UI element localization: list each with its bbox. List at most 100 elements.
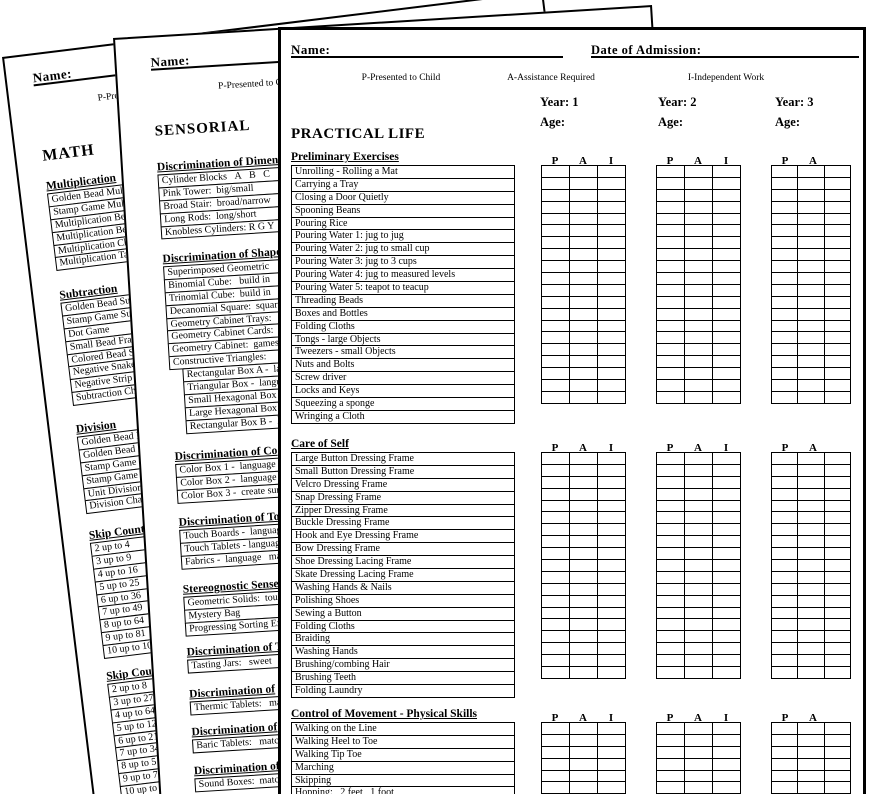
pai-cell <box>541 212 570 226</box>
pai-cell <box>656 642 685 656</box>
pai-row <box>541 547 626 561</box>
pai-cell <box>712 559 741 572</box>
pai-row <box>541 594 626 608</box>
pai-cell <box>656 355 685 369</box>
pai-table <box>770 722 852 794</box>
pai-header-p: P <box>781 155 789 167</box>
pai-cell <box>684 212 713 226</box>
pai-cell <box>569 260 598 274</box>
pai-cell <box>770 642 799 656</box>
list-item: Spooning Beans <box>291 203 515 218</box>
legend-independent: I-Independent Work <box>687 73 765 83</box>
pai-cell <box>656 295 685 309</box>
pai-row <box>541 666 626 679</box>
pai-cell <box>684 722 713 735</box>
pai-cell <box>712 757 741 771</box>
pai-cell <box>541 475 570 489</box>
pai-cell <box>656 260 685 274</box>
pai-cell <box>712 307 741 321</box>
pai-header-i: I <box>608 712 614 724</box>
pai-cell <box>569 757 598 771</box>
pai-cell <box>797 757 825 771</box>
pai-cell <box>823 745 852 759</box>
pai-cell <box>770 559 799 572</box>
pai-cell <box>541 642 570 656</box>
pai-row <box>656 319 741 333</box>
pai-cell <box>656 757 685 771</box>
pai-cell <box>569 390 598 404</box>
pai-cell <box>823 570 852 584</box>
item-list: Walking on the Line Walking Heel to Toe Wa… <box>291 722 515 794</box>
pai-cell <box>712 212 741 226</box>
list-item: Skipping <box>291 773 515 788</box>
pai-cell <box>770 200 799 214</box>
pai-cell <box>597 745 626 759</box>
pai-cell <box>656 248 685 262</box>
pai-cell <box>797 654 825 668</box>
pai-cell <box>712 200 741 214</box>
pai-header-i: I <box>723 712 729 724</box>
pai-cell <box>770 165 799 178</box>
pai-row <box>541 331 626 345</box>
pai-cell <box>797 594 825 608</box>
pai-cell <box>823 236 852 250</box>
list-item: Locks and Keys <box>291 384 515 399</box>
pai-cell <box>684 390 713 404</box>
pai-cell <box>823 331 852 345</box>
pai-cell <box>823 367 852 381</box>
pai-cell <box>823 390 852 404</box>
pai-cell <box>569 618 598 632</box>
pai-cell <box>541 547 570 561</box>
pai-cell <box>569 666 598 679</box>
pai-cell <box>770 594 799 608</box>
pai-cell <box>597 487 626 501</box>
list-item: Brushing/combing Hair <box>291 658 515 673</box>
pai-cell <box>684 559 713 572</box>
pai-cell <box>684 654 713 668</box>
pai-cell <box>823 475 852 489</box>
pai-cell <box>597 523 626 537</box>
pai-cell <box>770 343 799 357</box>
pai-cell <box>823 606 852 620</box>
pai-cell <box>656 463 685 477</box>
pai-cell <box>597 654 626 668</box>
pai-cell <box>797 283 825 297</box>
pai-header-a: A <box>809 712 817 724</box>
pai-row <box>770 606 852 620</box>
pai-cell <box>541 452 570 465</box>
list-item: Closing a Door Quietly <box>291 190 515 205</box>
pai-cell <box>656 188 685 202</box>
pai-cell <box>797 272 825 285</box>
pai-grid-header: PAI <box>771 438 851 472</box>
list-item: Bow Dressing Frame <box>291 542 515 557</box>
pai-cell <box>541 594 570 608</box>
pai-row <box>541 379 626 392</box>
pai-cell <box>597 781 626 794</box>
pai-cell <box>597 547 626 561</box>
pai-cell <box>797 733 825 747</box>
pai-cell <box>656 487 685 501</box>
pai-cell <box>712 452 741 465</box>
pai-cell <box>684 307 713 321</box>
pai-cell <box>569 523 598 537</box>
pai-cell <box>569 367 598 381</box>
pai-row <box>770 547 852 561</box>
pai-row <box>770 260 852 274</box>
pai-row <box>656 654 741 668</box>
practical-life-title: PRACTICAL LIFE <box>291 126 426 142</box>
pai-row <box>656 224 741 238</box>
pai-row <box>541 630 626 644</box>
pai-cell <box>712 606 741 620</box>
admission-rule: Date of Admission: <box>591 41 859 58</box>
pai-cell <box>712 224 741 238</box>
pai-row <box>541 343 626 357</box>
pai-cell <box>823 463 852 477</box>
pai-cell <box>569 212 598 226</box>
pai-cell <box>823 535 852 549</box>
pai-row <box>770 319 852 333</box>
pai-cell <box>823 176 852 190</box>
pai-cell <box>684 499 713 513</box>
pai-cell <box>797 224 825 238</box>
list-item: Pouring Water 3: jug to 3 cups <box>291 255 515 270</box>
pai-cell <box>597 343 626 357</box>
